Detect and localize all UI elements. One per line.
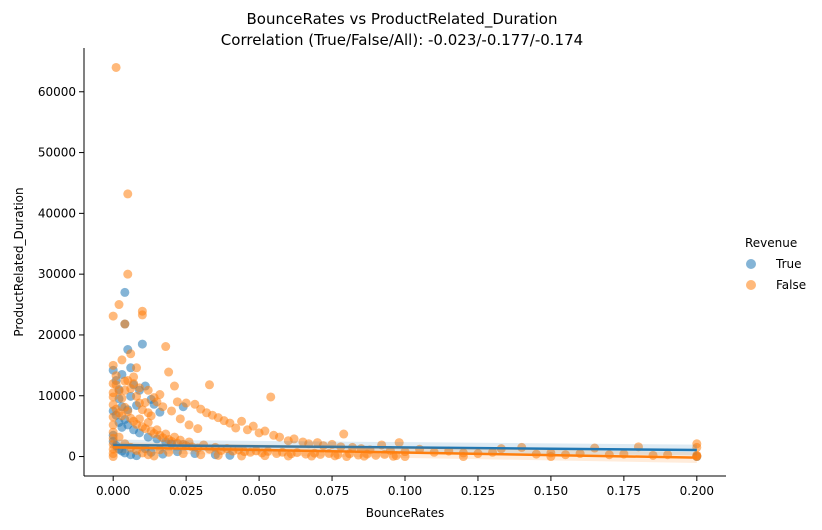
point-false	[388, 451, 398, 461]
point-true	[137, 339, 147, 349]
point-false	[123, 269, 133, 279]
point-true	[120, 287, 130, 297]
points-layer	[108, 62, 702, 462]
point-false	[140, 397, 150, 407]
point-false	[196, 450, 206, 460]
point-false	[330, 451, 340, 461]
point-false	[149, 451, 159, 461]
point-false	[248, 421, 258, 431]
x-tick-label: 0.175	[607, 484, 641, 498]
point-false	[137, 310, 147, 320]
point-false	[307, 451, 317, 461]
point-false	[111, 62, 121, 72]
point-false	[108, 412, 118, 422]
point-false	[108, 311, 118, 321]
point-false	[164, 447, 174, 457]
point-false	[289, 434, 299, 444]
legend-title: Revenue	[745, 236, 797, 250]
legend-label-false: False	[776, 278, 806, 292]
point-false	[394, 438, 404, 448]
x-tick-label: 0.100	[388, 484, 422, 498]
point-false	[260, 451, 270, 461]
x-tick-label: 0.125	[461, 484, 495, 498]
regression-layer	[113, 439, 697, 463]
point-false	[108, 392, 118, 402]
y-tick-label: 10000	[38, 389, 76, 403]
point-false	[193, 424, 203, 434]
point-false	[213, 450, 223, 460]
point-false	[123, 189, 133, 199]
point-false	[126, 349, 136, 359]
point-false	[175, 414, 185, 424]
point-false	[266, 392, 276, 402]
y-tick-label: 20000	[38, 328, 76, 342]
point-false	[692, 439, 702, 449]
point-false	[339, 429, 349, 439]
point-false	[260, 426, 270, 436]
point-false	[231, 423, 241, 433]
x-tick-label: 0.075	[315, 484, 349, 498]
point-false	[134, 383, 144, 393]
point-false	[275, 432, 285, 442]
point-false	[169, 381, 179, 391]
y-tick-label: 30000	[38, 267, 76, 281]
legend-label-true: True	[775, 257, 802, 271]
legend-marker-false	[746, 280, 756, 290]
point-false	[184, 420, 194, 430]
point-false	[111, 371, 121, 381]
x-tick-label: 0.050	[242, 484, 276, 498]
x-tick-label: 0.200	[680, 484, 714, 498]
point-false	[237, 451, 247, 461]
point-false	[117, 355, 127, 365]
point-false	[132, 363, 142, 373]
regression-line-true	[113, 443, 697, 452]
point-false	[167, 406, 177, 416]
point-false	[359, 451, 369, 461]
y-ticks: 0 10000 20000 30000 40000 50000 60000	[38, 85, 84, 464]
point-false	[108, 360, 118, 370]
point-false	[129, 372, 139, 382]
point-false	[158, 402, 168, 412]
chart-subtitle: Correlation (True/False/All): -0.023/-0.…	[221, 31, 583, 49]
point-false	[237, 416, 247, 426]
x-tick-label: 0.000	[96, 484, 130, 498]
point-false	[117, 393, 127, 403]
point-false	[181, 398, 191, 408]
x-axis-label: BounceRates	[366, 506, 445, 520]
legend: Revenue True False	[745, 236, 806, 292]
point-false	[126, 383, 136, 393]
point-false	[134, 414, 144, 424]
y-tick-label: 60000	[38, 85, 76, 99]
point-false	[143, 385, 153, 395]
x-tick-label: 0.150	[534, 484, 568, 498]
regression-line-false	[113, 446, 697, 459]
y-tick-label: 0	[68, 450, 76, 464]
plot-area	[108, 62, 702, 463]
point-false	[164, 367, 174, 377]
x-ticks: 0.000 0.025 0.050 0.075 0.100 0.125 0.150 0.175…	[96, 476, 714, 498]
chart-title: BounceRates vs ProductRelated_Duration	[247, 10, 558, 29]
point-false	[114, 432, 124, 442]
point-false	[178, 449, 188, 459]
point-false	[172, 397, 182, 407]
y-axis-label: ProductRelated_Duration	[12, 187, 26, 336]
point-false	[146, 411, 156, 421]
point-false	[283, 451, 293, 461]
x-tick-label: 0.025	[169, 484, 203, 498]
y-tick-label: 40000	[38, 206, 76, 220]
y-tick-label: 50000	[38, 146, 76, 160]
point-false	[161, 342, 171, 352]
point-false	[114, 300, 124, 310]
point-false	[120, 319, 130, 329]
legend-marker-true	[746, 259, 756, 269]
point-false	[108, 420, 118, 430]
point-false	[400, 452, 410, 462]
point-false	[108, 452, 118, 462]
point-false	[204, 380, 214, 390]
